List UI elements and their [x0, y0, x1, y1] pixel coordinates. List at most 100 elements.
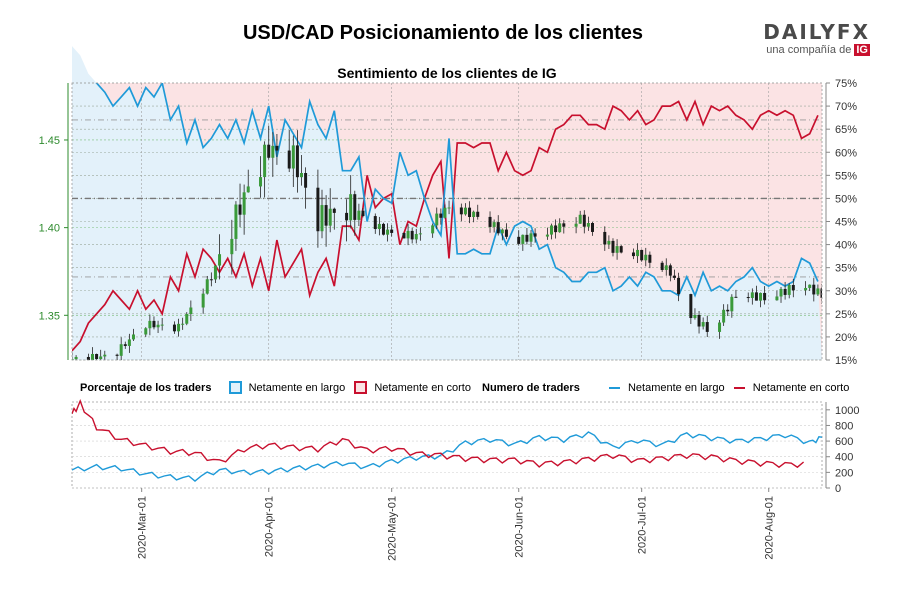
price-candle	[152, 320, 156, 328]
price-candle	[177, 323, 181, 332]
pct-tick-label: 15%	[835, 355, 857, 367]
price-tick-label: 1.35	[39, 310, 60, 322]
price-candle	[103, 354, 107, 357]
price-candle	[619, 246, 623, 253]
price-candle	[636, 249, 640, 257]
price-candle	[472, 211, 476, 218]
price-candle	[640, 249, 644, 261]
logo-right: FX	[836, 20, 870, 44]
date-tick-label: 2020-Mar-01	[137, 496, 149, 559]
price-candle	[189, 307, 193, 315]
price-candle	[722, 309, 726, 323]
date-tick-label: 2020-Jun-01	[514, 496, 526, 558]
legend-num-long-line	[608, 386, 620, 389]
price-candle	[201, 293, 205, 308]
price-candle	[787, 284, 791, 295]
price-candle	[238, 204, 242, 215]
price-candle	[775, 296, 779, 301]
price-candle	[181, 323, 185, 325]
top-frame	[71, 82, 823, 361]
price-candle	[890, 313, 893, 320]
price-candle	[525, 234, 529, 242]
count-tick-label: 600	[835, 436, 853, 448]
price-candle	[172, 324, 176, 332]
price-candle	[119, 344, 123, 356]
price-candle	[861, 303, 864, 305]
price-candle	[718, 322, 722, 332]
price-candle	[783, 288, 787, 295]
price-candle	[603, 231, 607, 245]
tagline-text: una compañía de	[766, 44, 852, 56]
price-candle	[304, 173, 308, 188]
price-candle	[705, 322, 709, 332]
pct-tick-label: 40%	[835, 240, 857, 252]
price-candle	[878, 303, 881, 313]
price-candle	[808, 284, 812, 288]
price-candle	[693, 314, 697, 319]
price-candle	[517, 236, 521, 244]
price-candle	[246, 186, 250, 193]
price-candle	[500, 229, 504, 234]
dailyfx-logo: DAILYFX	[750, 20, 870, 44]
legend-num-short: Netamente en corto	[752, 381, 850, 394]
price-candle	[386, 229, 390, 235]
price-candle	[672, 275, 676, 278]
price-candle	[230, 238, 234, 255]
date-tick-label: 2020-Apr-01	[264, 496, 276, 557]
price-candle	[644, 254, 648, 261]
price-candle	[95, 353, 99, 360]
price-candle	[468, 207, 472, 218]
price-candle	[689, 294, 693, 319]
price-candle	[185, 314, 189, 324]
price-candle	[866, 298, 869, 303]
price-candle	[554, 225, 558, 233]
price-candle	[275, 145, 279, 151]
legend-num-title: Numero de traders	[482, 381, 580, 394]
price-candle	[660, 262, 664, 270]
price-candle	[406, 230, 410, 239]
price-candle	[213, 265, 217, 280]
price-candle	[414, 234, 418, 240]
legend-pct-short: Netamente en corto	[374, 381, 471, 394]
price-candle	[324, 205, 328, 226]
price-candle	[750, 292, 754, 298]
price-candle	[631, 252, 635, 257]
count-tick-label: 400	[835, 452, 853, 464]
price-candle	[894, 318, 897, 320]
price-candle	[664, 265, 668, 270]
price-candle	[242, 192, 246, 215]
price-candle	[816, 288, 820, 295]
price-candle	[804, 287, 808, 291]
price-candle	[874, 303, 877, 308]
price-candle	[496, 222, 500, 234]
price-candle	[791, 284, 795, 291]
legend-pct-title: Porcentaje de los traders	[80, 381, 212, 394]
price-candle	[373, 216, 377, 230]
price-candle	[697, 314, 701, 327]
price-candle	[205, 279, 209, 294]
price-candle	[131, 334, 135, 340]
price-candle	[726, 309, 730, 312]
price-candle	[156, 324, 160, 328]
price-candle	[463, 207, 467, 215]
price-candle	[86, 356, 90, 360]
price-candle	[410, 230, 414, 240]
legend-short-swatch	[354, 381, 368, 394]
legend-pct-long: Netamente en largo	[248, 381, 346, 394]
price-candle	[558, 223, 562, 233]
price-candle	[332, 208, 336, 213]
logo-left: DAILY	[763, 20, 837, 44]
price-candle	[779, 288, 783, 297]
price-candle	[144, 328, 148, 335]
price-candle	[521, 234, 525, 244]
price-candle	[160, 324, 164, 326]
price-candle	[586, 223, 590, 227]
price-candle	[439, 213, 443, 218]
price-candle	[353, 194, 357, 220]
pct-tick-label: 60%	[835, 147, 857, 159]
price-candle	[615, 246, 619, 253]
chart-subtitle: Sentimiento de los clientes de IG	[337, 65, 557, 81]
price-candle	[574, 223, 578, 227]
price-candle	[99, 356, 103, 360]
price-candle	[435, 213, 439, 226]
